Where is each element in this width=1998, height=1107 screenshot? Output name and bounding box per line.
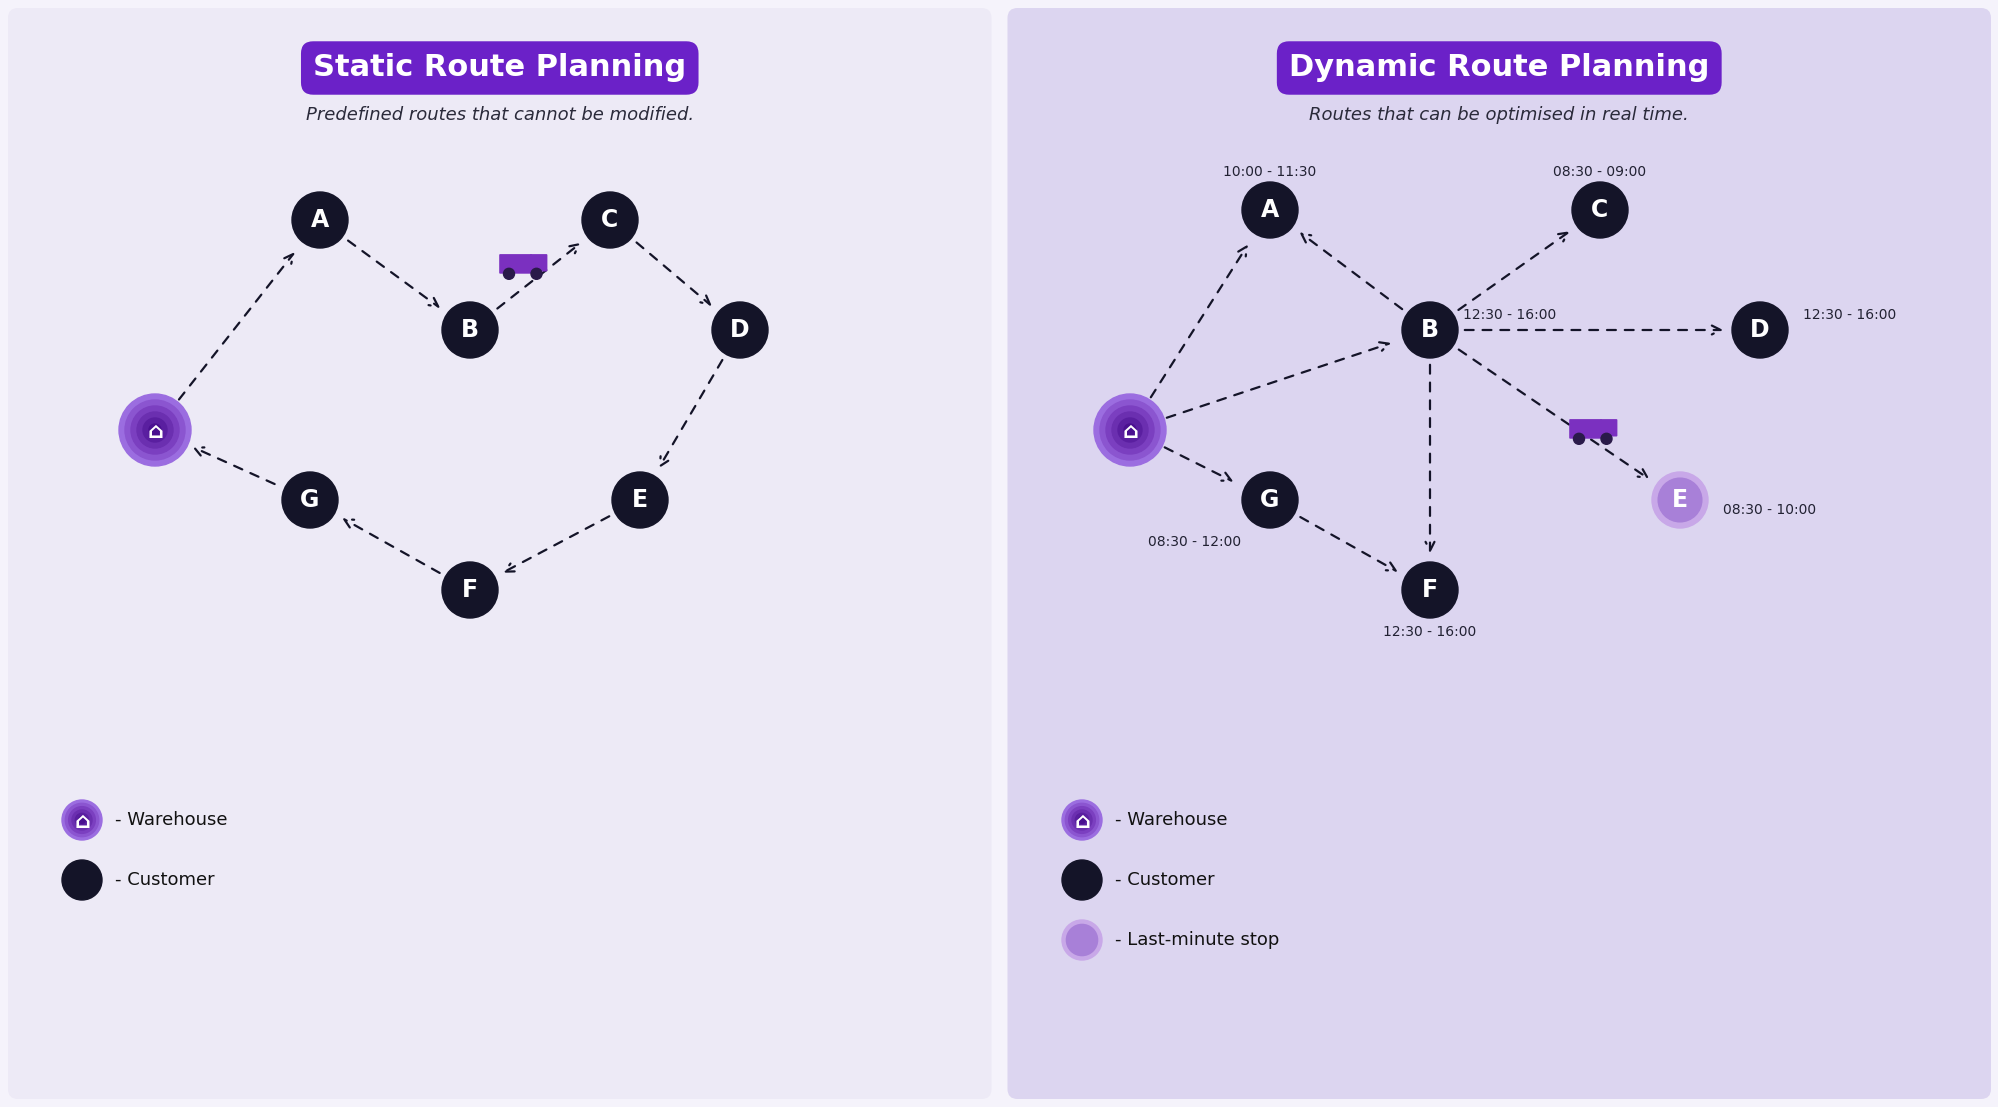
Circle shape bbox=[132, 406, 180, 454]
Text: F: F bbox=[1421, 578, 1437, 602]
Circle shape bbox=[611, 472, 667, 528]
Circle shape bbox=[68, 807, 96, 834]
Text: - Customer: - Customer bbox=[1115, 871, 1215, 889]
Circle shape bbox=[1069, 807, 1095, 834]
Circle shape bbox=[1123, 424, 1135, 436]
Circle shape bbox=[292, 192, 348, 248]
Text: - Customer: - Customer bbox=[116, 871, 214, 889]
Text: 12:30 - 16:00: 12:30 - 16:00 bbox=[1802, 308, 1896, 322]
Text: - Warehouse: - Warehouse bbox=[1115, 811, 1227, 829]
Text: A: A bbox=[312, 208, 330, 232]
Circle shape bbox=[1061, 920, 1101, 960]
Text: G: G bbox=[1259, 488, 1279, 513]
Circle shape bbox=[581, 192, 637, 248]
Circle shape bbox=[711, 302, 767, 358]
Circle shape bbox=[1061, 860, 1101, 900]
Text: - Last-minute stop: - Last-minute stop bbox=[1115, 931, 1279, 949]
Circle shape bbox=[1075, 814, 1089, 827]
Circle shape bbox=[531, 268, 541, 279]
Circle shape bbox=[1241, 182, 1297, 238]
Circle shape bbox=[1401, 562, 1457, 618]
Circle shape bbox=[62, 860, 102, 900]
Circle shape bbox=[1572, 433, 1584, 444]
Circle shape bbox=[1065, 804, 1099, 837]
FancyBboxPatch shape bbox=[1598, 420, 1616, 436]
Circle shape bbox=[150, 424, 162, 436]
Circle shape bbox=[1117, 418, 1141, 442]
Text: ⌂: ⌂ bbox=[1121, 422, 1137, 442]
Circle shape bbox=[1650, 472, 1706, 528]
Text: C: C bbox=[601, 208, 617, 232]
Text: F: F bbox=[462, 578, 478, 602]
Text: Static Route Planning: Static Route Planning bbox=[314, 53, 685, 83]
Text: Predefined routes that cannot be modified.: Predefined routes that cannot be modifie… bbox=[306, 106, 693, 124]
FancyBboxPatch shape bbox=[529, 255, 547, 271]
Circle shape bbox=[144, 418, 168, 442]
Text: G: G bbox=[300, 488, 320, 513]
Text: E: E bbox=[1670, 488, 1686, 513]
Circle shape bbox=[76, 814, 88, 827]
Circle shape bbox=[1111, 412, 1147, 448]
Text: 10:00 - 11:30: 10:00 - 11:30 bbox=[1223, 165, 1317, 179]
Text: Dynamic Route Planning: Dynamic Route Planning bbox=[1289, 53, 1708, 83]
Circle shape bbox=[1079, 817, 1085, 824]
Circle shape bbox=[503, 268, 513, 279]
Text: E: E bbox=[631, 488, 647, 513]
FancyBboxPatch shape bbox=[1007, 8, 1990, 1099]
Text: 08:30 - 09:00: 08:30 - 09:00 bbox=[1552, 165, 1646, 179]
Circle shape bbox=[1099, 400, 1159, 461]
Circle shape bbox=[282, 472, 338, 528]
Text: 08:30 - 10:00: 08:30 - 10:00 bbox=[1722, 503, 1816, 517]
Circle shape bbox=[442, 302, 498, 358]
Text: ⌂: ⌂ bbox=[74, 813, 90, 832]
Circle shape bbox=[1570, 182, 1626, 238]
Text: 12:30 - 16:00: 12:30 - 16:00 bbox=[1383, 625, 1477, 639]
Circle shape bbox=[72, 810, 92, 830]
Text: - Warehouse: - Warehouse bbox=[116, 811, 228, 829]
FancyBboxPatch shape bbox=[500, 255, 531, 273]
Circle shape bbox=[78, 817, 86, 824]
Text: 08:30 - 12:00: 08:30 - 12:00 bbox=[1149, 535, 1241, 549]
Text: Routes that can be optimised in real time.: Routes that can be optimised in real tim… bbox=[1309, 106, 1688, 124]
Circle shape bbox=[1730, 302, 1786, 358]
Circle shape bbox=[1093, 394, 1165, 466]
Circle shape bbox=[1241, 472, 1297, 528]
Text: ⌂: ⌂ bbox=[148, 422, 164, 442]
Circle shape bbox=[1105, 406, 1153, 454]
Circle shape bbox=[1600, 433, 1610, 444]
Circle shape bbox=[66, 804, 98, 837]
Circle shape bbox=[138, 412, 174, 448]
Circle shape bbox=[126, 400, 186, 461]
Text: B: B bbox=[1421, 318, 1439, 342]
Text: ⌂: ⌂ bbox=[1073, 813, 1089, 832]
Text: 12:30 - 16:00: 12:30 - 16:00 bbox=[1463, 308, 1556, 322]
Circle shape bbox=[62, 800, 102, 840]
Circle shape bbox=[1656, 478, 1700, 521]
Text: B: B bbox=[462, 318, 480, 342]
Circle shape bbox=[442, 562, 498, 618]
Text: D: D bbox=[729, 318, 749, 342]
Text: A: A bbox=[1261, 198, 1279, 223]
Circle shape bbox=[1401, 302, 1457, 358]
Circle shape bbox=[1065, 924, 1097, 955]
FancyBboxPatch shape bbox=[8, 8, 991, 1099]
FancyBboxPatch shape bbox=[1568, 420, 1600, 438]
Text: C: C bbox=[1590, 198, 1608, 223]
Circle shape bbox=[1071, 810, 1091, 830]
Circle shape bbox=[1061, 800, 1101, 840]
Text: D: D bbox=[1750, 318, 1768, 342]
Circle shape bbox=[120, 394, 192, 466]
